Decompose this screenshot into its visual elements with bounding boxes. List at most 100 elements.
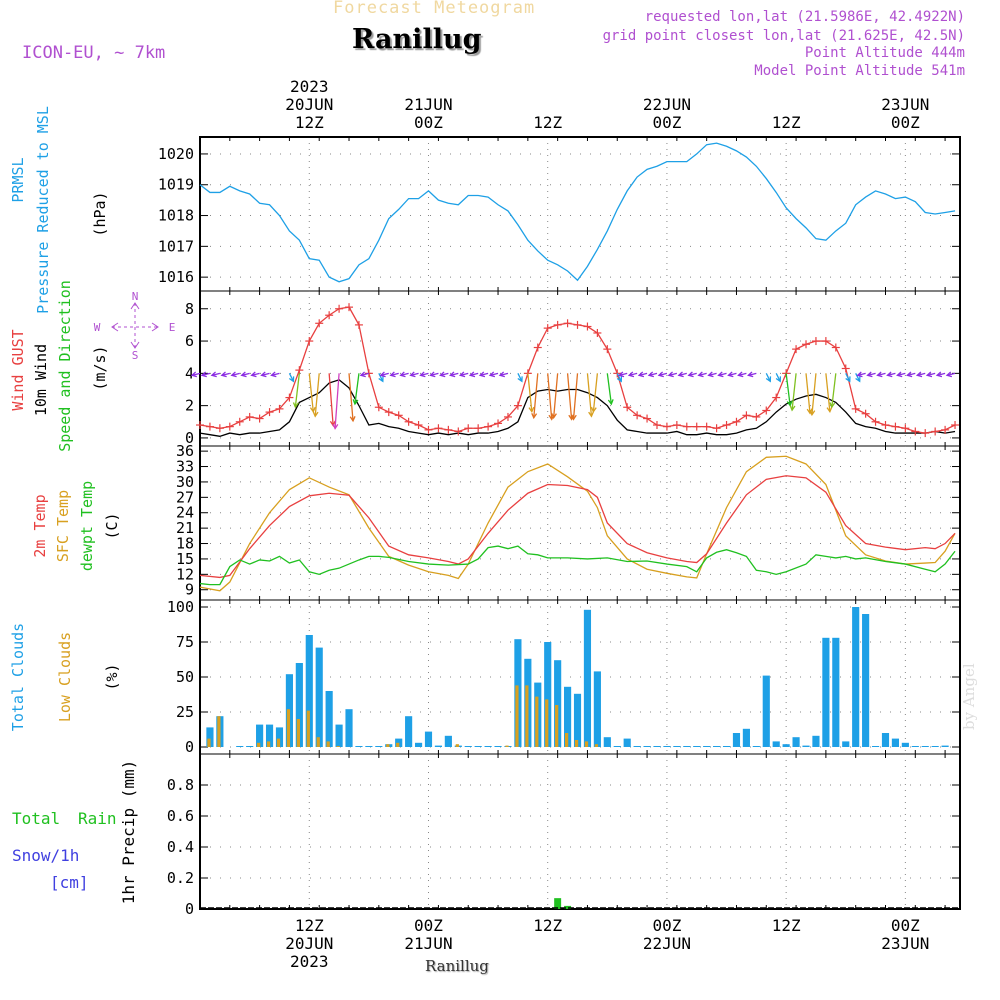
footer-station-name: Ranillug xyxy=(425,957,489,975)
low-cloud-bar xyxy=(316,737,320,747)
precip-frame xyxy=(199,753,961,910)
gust-point-marker xyxy=(543,324,552,333)
total-cloud-bar xyxy=(305,635,313,747)
gust-point-marker xyxy=(196,421,204,430)
total-cloud-bar xyxy=(623,738,631,747)
wind-direction-arrow xyxy=(429,371,439,378)
y-tick-label: 0 xyxy=(185,900,194,918)
bottom-time-label: 20JUN xyxy=(285,934,333,953)
wind-direction-arrow xyxy=(240,371,250,378)
gust-point-marker xyxy=(464,424,473,433)
gust-point-marker xyxy=(285,393,294,402)
low-cloud-bar xyxy=(386,744,390,747)
wind-unit-label: (m/s) xyxy=(91,345,109,390)
y-tick-label: 6 xyxy=(185,332,194,350)
top-time-label: 00Z xyxy=(414,113,443,132)
precip-label-cm: [cm] xyxy=(50,873,89,892)
pressure-line xyxy=(199,142,956,283)
total-cloud-bar xyxy=(325,691,333,747)
chart-outer-frame xyxy=(199,136,961,910)
wind-direction-arrow xyxy=(458,371,469,378)
total-cloud-bar xyxy=(693,746,701,747)
gust-point-marker xyxy=(245,412,254,421)
gust-point-marker xyxy=(623,403,632,412)
y-tick-label: 1017 xyxy=(158,237,194,255)
wind-direction-arrow xyxy=(312,373,320,418)
top-time-label: 12Z xyxy=(295,113,324,132)
temperature-frame xyxy=(199,445,961,601)
low-cloud-bar xyxy=(525,685,529,747)
gust-point-marker xyxy=(533,343,542,352)
wind-direction-arrow xyxy=(468,371,479,378)
compass-west: W xyxy=(94,321,101,334)
gust-point-marker xyxy=(454,427,463,436)
grid-point-coordinates: grid point closest lon,lat (21.625E, 42.… xyxy=(602,28,965,44)
bottom-time-label: 21JUN xyxy=(404,934,452,953)
y-tick-label: 1020 xyxy=(158,145,194,163)
gust-point-marker xyxy=(951,421,960,430)
wind-direction-arrow xyxy=(448,371,459,378)
bottom-time-label: 00Z xyxy=(891,916,920,935)
wind-direction-arrow xyxy=(230,371,240,378)
y-tick-label: 27 xyxy=(176,488,194,506)
total-cloud-bar xyxy=(424,731,433,747)
gust-point-marker xyxy=(494,419,503,428)
low-cloud-bar xyxy=(455,744,459,747)
top-time-label: 20JUN xyxy=(285,95,333,114)
gust-point-marker xyxy=(513,401,522,410)
low-cloud-bar xyxy=(535,696,539,747)
y-tick-label: 4 xyxy=(185,364,194,382)
low-cloud-bar xyxy=(217,716,221,747)
total-cloud-bar xyxy=(931,746,939,747)
wind-direction-arrow xyxy=(352,373,360,406)
rain-bar xyxy=(554,898,562,909)
wind-direction-arrow xyxy=(478,371,489,378)
gust-point-marker xyxy=(215,424,224,433)
gust-point-marker xyxy=(722,421,731,430)
total-cloud-bar xyxy=(792,737,800,747)
wind-direction-arrow xyxy=(886,371,896,378)
bottom-time-label: 22JUN xyxy=(643,934,691,953)
gust-point-marker xyxy=(345,303,354,312)
total-cloud-bar xyxy=(901,742,909,747)
total-cloud-bar xyxy=(593,671,601,747)
total-cloud-bar xyxy=(434,745,443,747)
point-altitude: Point Altitude 444m xyxy=(804,45,965,61)
total-cloud-bar xyxy=(663,746,671,747)
wind-direction-arrow xyxy=(570,373,579,421)
y-tick-label: 0.8 xyxy=(167,776,194,794)
gust-point-marker xyxy=(434,424,443,433)
y-tick-label: 0.6 xyxy=(167,807,194,825)
wind-direction-arrow xyxy=(785,373,793,407)
wind-direction-arrow xyxy=(905,371,916,378)
gust-point-marker xyxy=(444,425,453,434)
precip-label-total: Total xyxy=(12,809,60,828)
wind-direction-arrow xyxy=(270,371,280,378)
y-tick-label: 2 xyxy=(185,397,194,415)
total-cloud-bar xyxy=(643,746,651,747)
gust-point-marker xyxy=(315,319,324,328)
compass-north: N xyxy=(132,290,139,303)
y-tick-label: 12 xyxy=(176,565,194,583)
total-cloud-bar xyxy=(236,746,244,747)
wind-direction-arrow xyxy=(409,371,419,378)
pressure-ylabel-prmsl: PRMSL xyxy=(9,157,27,202)
gust-point-marker xyxy=(772,393,781,402)
gust-point-marker xyxy=(305,337,314,346)
wind-direction-arrow xyxy=(647,371,658,378)
total-cloud-bar xyxy=(444,735,452,747)
precip-label-rain: Rain xyxy=(78,809,117,828)
total-cloud-bar xyxy=(345,709,353,747)
low-cloud-bar xyxy=(555,705,559,747)
gust-point-marker xyxy=(414,421,423,430)
wind-direction-arrow xyxy=(637,371,648,378)
wind-direction-arrow xyxy=(627,371,638,378)
wind-direction-arrow xyxy=(551,373,559,420)
gust-point-marker xyxy=(712,424,721,433)
y-tick-label: 1019 xyxy=(158,176,194,194)
gust-point-marker xyxy=(394,411,403,420)
total-cloud-bar xyxy=(464,746,472,747)
total-cloud-bar xyxy=(812,735,820,747)
gust-point-marker xyxy=(732,417,741,426)
total-cloud-bar xyxy=(911,746,919,747)
